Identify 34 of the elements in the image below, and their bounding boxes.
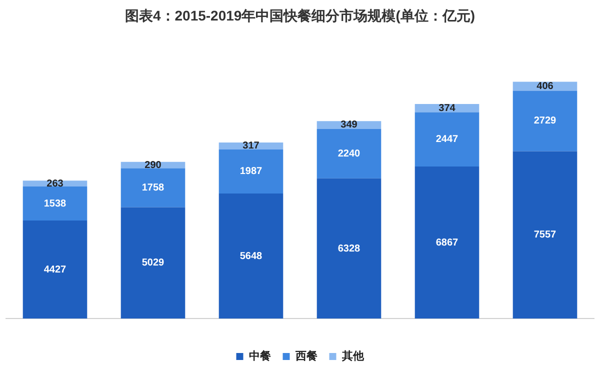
data-label: 7557 [534,230,557,241]
data-label: 317 [242,140,260,152]
data-label: 2447 [436,134,459,146]
data-label: 290 [144,160,162,171]
bar [218,149,284,194]
bar [512,151,578,319]
bar [120,168,186,208]
legend-label: 其他 [340,350,365,363]
bar [316,178,382,319]
bar [414,166,480,319]
bar [22,186,88,221]
bar [414,112,480,166]
data-label: 349 [340,120,358,131]
bar [218,193,284,319]
data-label: 1987 [240,166,263,178]
data-label: 1758 [142,182,165,194]
bar [120,207,186,319]
bar [512,90,578,152]
bar [316,128,382,178]
data-label: 2729 [534,116,557,127]
data-label: 5029 [142,258,165,269]
data-label: 406 [536,81,554,92]
chart-title: 图表4：2015-2019年中国快餐细分市场规模(单位：亿元) [124,7,476,24]
legend-label: 西餐 [294,350,318,363]
data-label: 1538 [44,198,67,210]
legend-label: 中餐 [248,350,271,363]
data-label: 374 [438,102,456,114]
bar [22,220,88,319]
data-label: 2240 [338,148,361,160]
data-label: 4427 [44,264,67,276]
data-label: 6867 [436,237,459,248]
data-label: 6328 [338,243,361,254]
data-label: 5648 [240,250,263,262]
data-label: 263 [46,178,64,190]
